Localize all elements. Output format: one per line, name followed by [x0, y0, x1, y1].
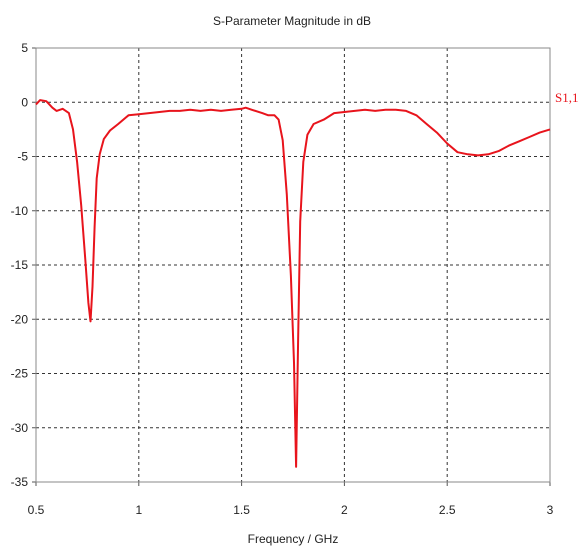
series-line-s11 [35, 99, 551, 468]
y-tick-label: 5 [21, 41, 28, 55]
y-tick-label: -5 [17, 150, 28, 164]
axis-labels: 0.5 1 1.5 2 2.5 3 5 0 -5 -10 -15 -20 -25 -30 -35 [11, 41, 554, 517]
y-tick-label: -10 [11, 204, 29, 218]
series-layer [35, 99, 551, 468]
y-tick-label: -25 [11, 367, 29, 381]
grid-lines [32, 47, 551, 486]
x-tick-label: 1 [135, 503, 142, 517]
x-tick-label: 3 [547, 503, 554, 517]
legend-entry-s11: S1,1 [555, 90, 578, 105]
plot-frame [35, 47, 551, 483]
y-tick-label: -20 [11, 312, 29, 326]
y-tick-label: 0 [21, 95, 28, 109]
chart-title: S-Parameter Magnitude in dB [213, 14, 371, 28]
y-tick-label: -35 [11, 475, 29, 489]
x-tick-label: 0.5 [28, 503, 45, 517]
x-tick-label: 2 [341, 503, 348, 517]
y-tick-label: -15 [11, 258, 29, 272]
x-tick-label: 1.5 [233, 503, 250, 517]
x-tick-label: 2.5 [439, 503, 456, 517]
x-axis-title: Frequency / GHz [248, 532, 339, 546]
y-tick-label: -30 [11, 421, 29, 435]
